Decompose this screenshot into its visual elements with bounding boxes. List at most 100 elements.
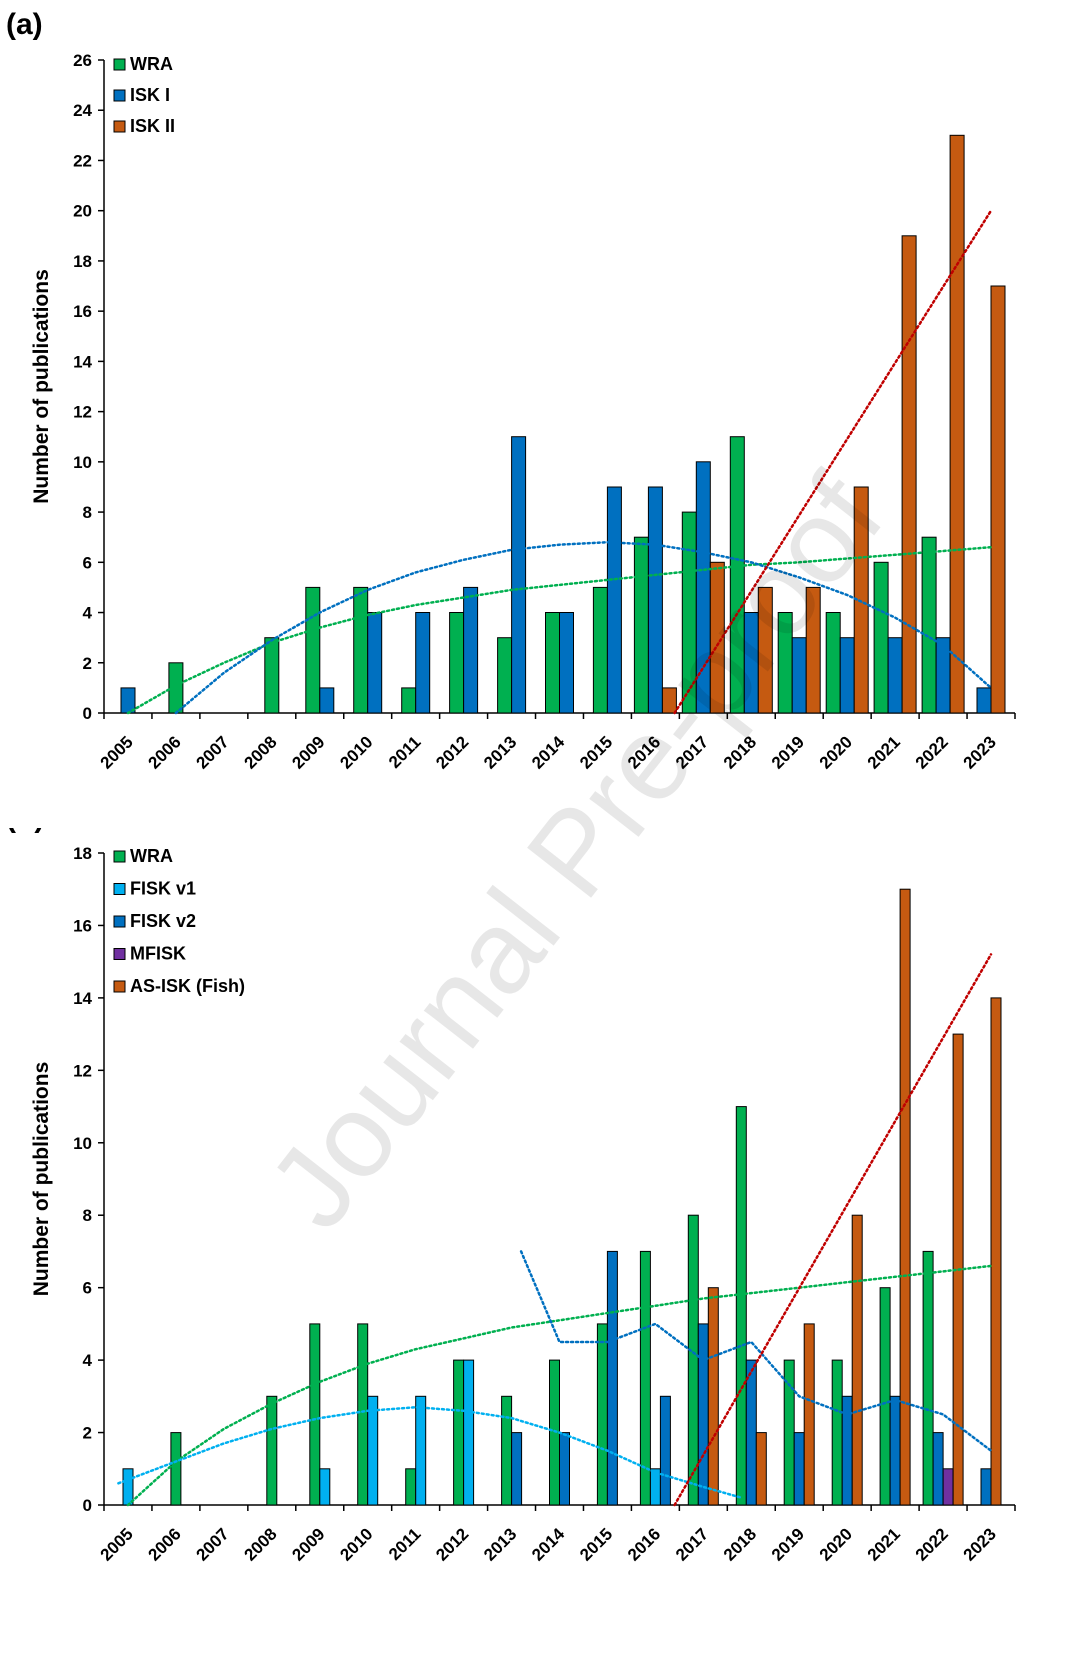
trendline-isk-ii: [673, 209, 993, 715]
x-tick-label: 2023: [960, 1524, 1000, 1564]
bar-wra-2021: [879, 1287, 891, 1506]
bar-fisk-v1-2005: [122, 1468, 134, 1506]
y-tick-label: 0: [83, 704, 92, 723]
y-tick-label: 4: [83, 1351, 93, 1370]
x-tick-label: 2020: [816, 1524, 856, 1564]
y-tick-label: 12: [73, 403, 92, 422]
x-tick-label: 2019: [768, 732, 808, 772]
bar-as-isk-fish-2018: [755, 1432, 767, 1506]
trendline-wra: [126, 545, 993, 715]
x-tick-label: 2021: [864, 1524, 904, 1564]
bar-wra-2015: [592, 586, 608, 714]
bar-wra-2015: [596, 1323, 608, 1506]
bar-wra-2021: [873, 561, 889, 714]
bar-isk-i-2012: [463, 586, 479, 714]
bar-isk-ii-2021: [901, 235, 917, 714]
bar-wra-2009: [305, 586, 321, 714]
bar-wra-2011: [401, 687, 417, 714]
legend-swatch-wra: [113, 58, 126, 71]
x-tick-label: 2010: [336, 732, 376, 772]
x-tick-label: 2012: [432, 1524, 472, 1564]
x-tick-label: 2009: [288, 732, 328, 772]
bar-isk-i-2014: [559, 612, 574, 714]
bar-isk-ii-2023: [990, 285, 1006, 714]
y-tick-label: 14: [73, 989, 92, 1008]
y-tick-label: 10: [73, 453, 92, 472]
trendline-isk-i: [174, 540, 993, 715]
legend-swatch-isk-i: [113, 89, 126, 102]
x-tick-label: 2021: [864, 732, 904, 772]
bar-isk-i-2021: [887, 637, 903, 714]
bar-wra-2006: [170, 1432, 182, 1506]
bar-isk-i-2009: [319, 687, 335, 714]
bar-isk-i-2015: [606, 486, 622, 714]
bar-wra-2008: [264, 637, 280, 714]
x-tick-label: 2018: [720, 1524, 760, 1564]
bar-fisk-v2-2016: [659, 1395, 671, 1506]
bar-fisk-v1-2011: [415, 1395, 427, 1506]
bar-fisk-v2-2017: [697, 1323, 709, 1506]
y-tick-label: 14: [73, 352, 92, 371]
y-tick-label: 8: [83, 1206, 92, 1225]
legend-label-fisk-v1: FISK v1: [130, 879, 196, 899]
bar-isk-ii-2022: [949, 134, 965, 714]
x-tick-label: 2012: [432, 732, 472, 772]
bar-fisk-v2-2015: [606, 1250, 618, 1506]
bar-isk-ii-2019: [805, 586, 821, 714]
y-axis-label: Number of publications: [30, 269, 53, 504]
x-tick-label: 2013: [480, 732, 520, 772]
x-tick-label: 2016: [624, 1524, 664, 1564]
x-tick-label: 2009: [288, 1524, 328, 1564]
bar-wra-2017: [687, 1214, 699, 1506]
bar-isk-i-2020: [839, 637, 855, 714]
legend-label-wra: WRA: [130, 846, 173, 866]
y-tick-label: 2: [83, 1424, 92, 1443]
panel-label: (a): [6, 8, 43, 41]
x-tick-label: 2005: [97, 732, 137, 772]
y-tick-label: 6: [83, 553, 92, 572]
y-tick-label: 16: [73, 916, 92, 935]
y-tick-label: 10: [73, 1134, 92, 1153]
bar-as-isk-fish-2020: [851, 1214, 863, 1506]
bar-wra-2012: [449, 612, 465, 714]
bar-as-isk-fish-2017: [707, 1287, 719, 1506]
bar-wra-2012: [453, 1359, 465, 1506]
bar-as-isk-fish-2021: [899, 888, 911, 1506]
legend-swatch-isk-ii: [113, 120, 126, 133]
legend-swatch-as-isk-fish: [113, 980, 126, 993]
y-tick-label: 22: [73, 151, 92, 170]
legend-label-isk-i: ISK I: [130, 85, 170, 105]
x-tick-label: 2006: [145, 1524, 185, 1564]
x-tick-label: 2017: [672, 1524, 712, 1564]
bar-isk-ii-2018: [757, 586, 773, 714]
bar-isk-i-2013: [511, 436, 527, 714]
y-tick-label: 4: [83, 604, 93, 623]
x-tick-label: 2007: [193, 732, 233, 772]
bar-fisk-v1-2012: [463, 1359, 475, 1506]
y-tick-label: 26: [73, 51, 92, 70]
bar-wra-2018: [735, 1106, 747, 1506]
bar-wra-2022: [921, 536, 937, 714]
trendline-fisk-v1: [117, 1405, 743, 1500]
y-tick-label: 0: [83, 1496, 92, 1515]
x-tick-label: 2008: [240, 1524, 280, 1564]
y-tick-label: 8: [83, 503, 92, 522]
x-tick-label: 2022: [912, 732, 952, 772]
y-tick-label: 24: [73, 101, 92, 120]
bar-isk-i-2010: [367, 612, 383, 714]
trendline-as-isk-fish: [673, 953, 993, 1507]
trendline-fisk-v2: [519, 1250, 993, 1452]
bar-fisk-v2-2022: [932, 1432, 944, 1506]
bar-wra-2014: [549, 1359, 560, 1506]
bar-wra-2009: [309, 1323, 321, 1506]
legend-swatch-mfisk: [113, 948, 126, 960]
legend-label-mfisk: MFISK: [130, 944, 186, 964]
bar-fisk-v1-2010: [367, 1395, 379, 1506]
chart-panel-b: (b)0246810121416182005200620072008200920…: [6, 828, 1016, 1565]
bar-mfisk-2022: [942, 1468, 954, 1506]
x-tick-label: 2006: [145, 732, 185, 772]
x-tick-label: 2005: [97, 1524, 137, 1564]
y-tick-label: 2: [83, 654, 92, 673]
x-tick-label: 2014: [528, 1524, 569, 1565]
